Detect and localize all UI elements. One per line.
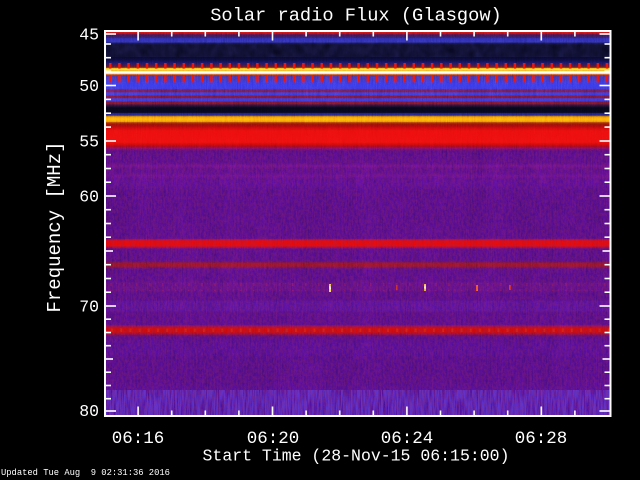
svg-text:70: 70 (79, 298, 99, 317)
svg-text:60: 60 (79, 188, 99, 207)
svg-text:50: 50 (79, 77, 99, 96)
svg-text:55: 55 (79, 133, 99, 152)
svg-text:06:16: 06:16 (112, 429, 165, 449)
svg-text:06:24: 06:24 (381, 429, 434, 449)
svg-text:Solar radio Flux (Glasgow): Solar radio Flux (Glasgow) (210, 5, 502, 27)
svg-text:80: 80 (79, 402, 99, 421)
svg-text:Start Time (28-Nov-15 06:15:00: Start Time (28-Nov-15 06:15:00) (203, 447, 510, 466)
svg-text:06:28: 06:28 (515, 429, 568, 449)
svg-text:45: 45 (79, 26, 99, 45)
svg-text:Frequency [MHz]: Frequency [MHz] (44, 141, 66, 312)
svg-text:Updated Tue Aug 9 02:31:36 20: Updated Tue Aug 9 02:31:36 2016 (1, 468, 170, 478)
svg-text:06:20: 06:20 (247, 429, 300, 449)
